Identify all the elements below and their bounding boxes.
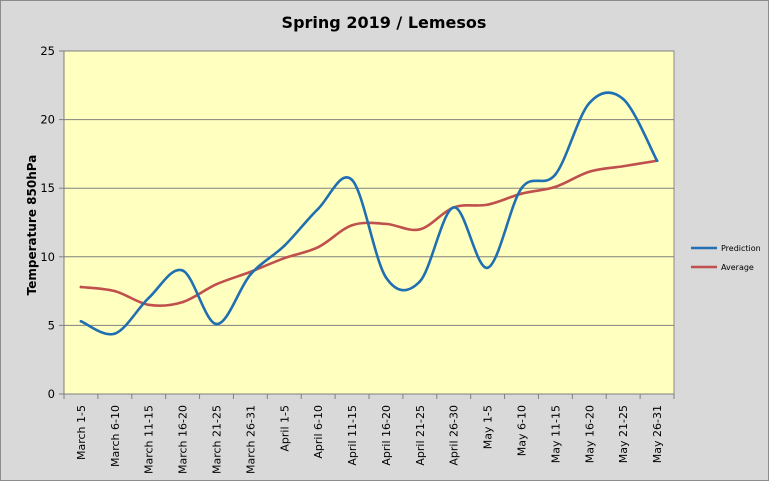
x-tick-label: April 6-10 [312,405,325,459]
x-tick-label: March 26-31 [244,405,257,474]
legend-label-average: Average [721,263,754,272]
data-point-average [587,170,591,174]
data-point-average [486,203,489,206]
y-tick-label: 0 [48,387,55,401]
data-point-prediction [316,207,320,211]
data-point-prediction [79,319,83,323]
data-point-prediction [147,296,151,300]
data-point-average [418,228,422,231]
data-point-average [350,223,354,227]
data-point-prediction [587,101,591,105]
x-tick-label: April 16-20 [380,405,393,466]
x-tick-label: April 1-5 [278,405,291,452]
x-tick-label: May 16-20 [583,405,596,463]
data-point-prediction [113,332,117,335]
data-point-average [621,164,625,168]
x-tick-label: March 1-5 [75,405,88,460]
x-tick-label: March 6-10 [109,405,122,467]
data-point-prediction [655,159,659,163]
x-tick-label: March 16-20 [177,405,190,474]
legend-label-prediction: Prediction [721,244,761,253]
data-point-prediction [384,276,388,279]
y-axis-label: Temperature 850hPa [25,155,39,296]
data-point-prediction [520,186,523,190]
chart-title: Spring 2019 / Lemesos [282,13,487,32]
data-point-average [215,282,218,286]
y-tick-label: 15 [40,181,55,195]
data-point-average [79,285,83,289]
x-tick-label: March 21-25 [211,405,224,474]
y-tick-label: 5 [48,318,55,332]
x-tick-label: May 11-15 [549,405,562,463]
data-point-prediction [282,244,286,248]
x-tick-label: April 11-15 [346,405,359,466]
x-tick-label: May 1-5 [482,405,495,449]
data-point-prediction [181,269,184,272]
x-tick-label: May 6-10 [516,405,529,456]
data-point-prediction [418,280,422,283]
data-point-prediction [350,178,354,182]
data-point-prediction [452,206,456,209]
data-point-prediction [215,322,218,326]
y-tick-label: 25 [40,44,55,58]
x-tick-label: April 21-25 [414,405,427,466]
data-point-average [113,289,117,293]
data-point-average [520,192,523,195]
data-point-average [554,185,557,189]
x-tick-label: March 11-15 [143,405,156,474]
data-point-average [384,222,388,226]
data-point-prediction [249,273,252,276]
x-tick-label: May 26-31 [651,405,664,463]
data-point-prediction [621,97,625,101]
x-tick-label: May 21-25 [617,405,630,463]
y-tick-label: 20 [40,113,55,127]
data-point-average [147,303,151,307]
data-point-average [316,245,320,249]
data-point-prediction [554,173,557,176]
data-point-prediction [486,266,489,270]
data-point-average [181,300,184,304]
data-point-average [282,256,286,260]
y-tick-label: 10 [40,250,55,264]
legend: Prediction Average [691,244,761,272]
plot-area: 0 5 10 15 20 25 March 1-5 March 6-10 March 11-15… [40,44,675,474]
x-tick-label: April 26-30 [448,405,461,466]
